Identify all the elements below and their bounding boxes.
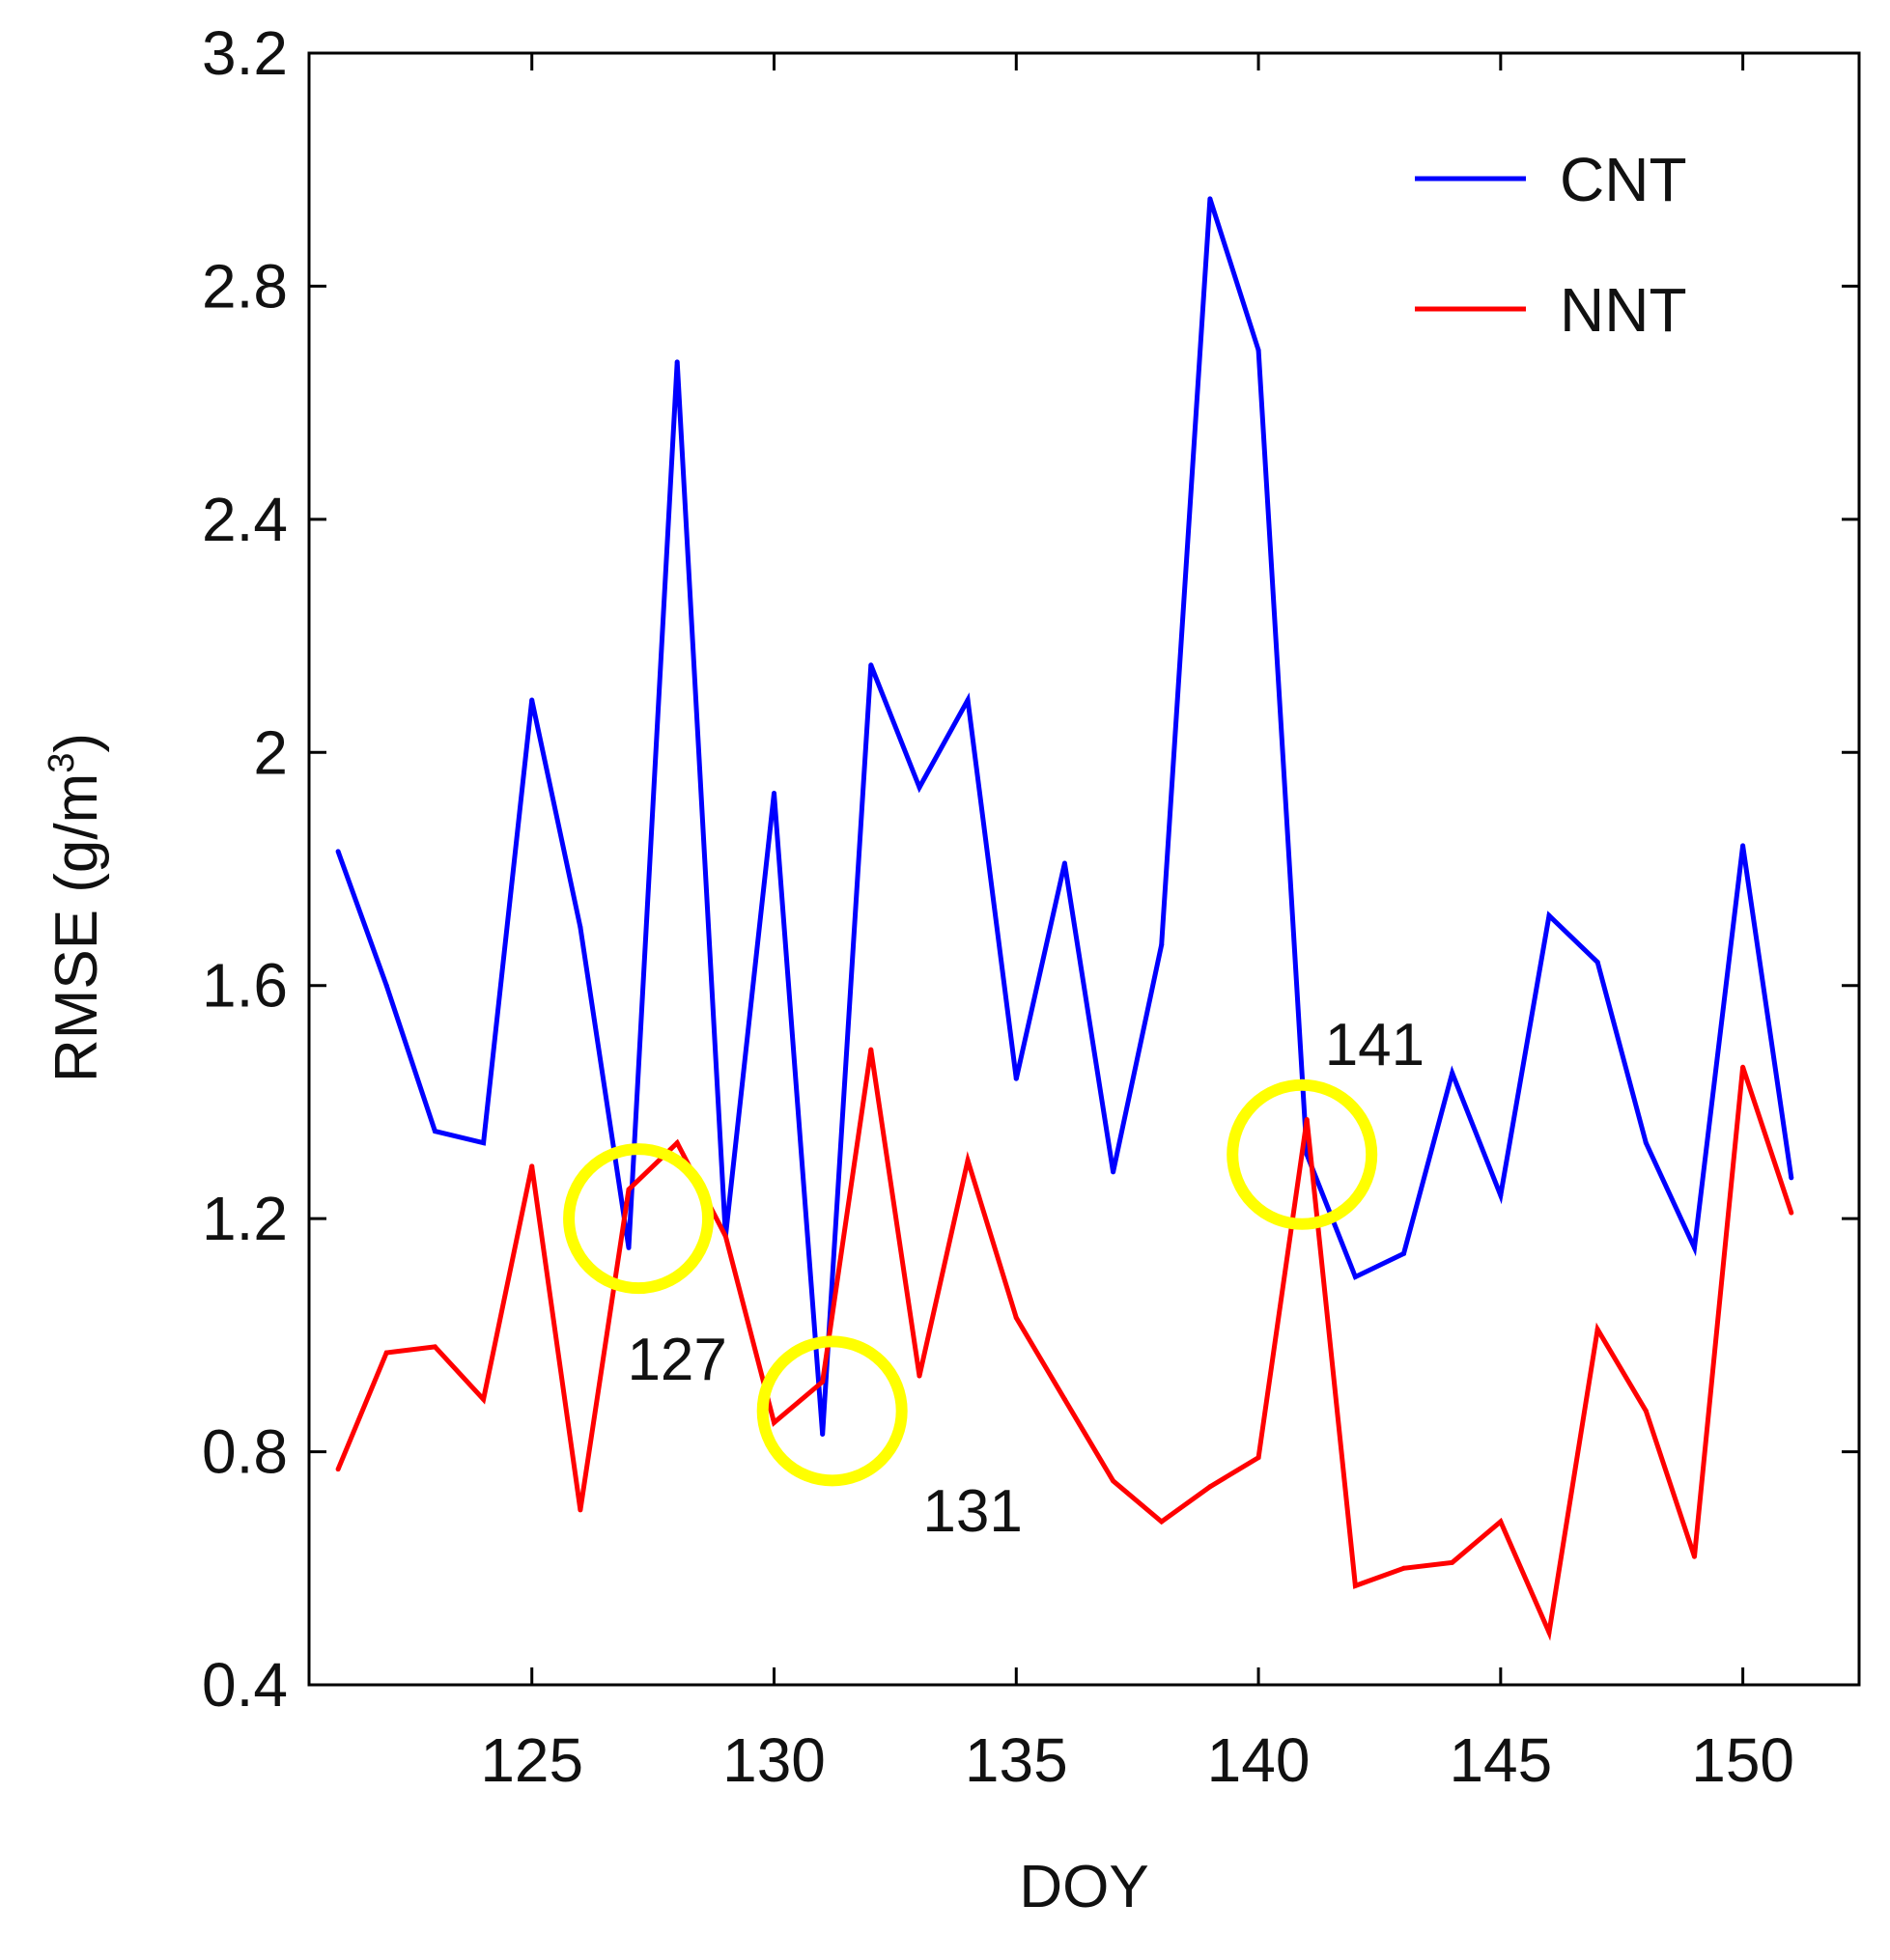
data-point-cnt	[868, 662, 874, 668]
legend-label-nnt: NNT	[1560, 275, 1687, 345]
data-point-cnt	[578, 924, 583, 930]
data-point-cnt	[1159, 941, 1165, 947]
data-point-nnt	[820, 1379, 826, 1385]
data-point-cnt	[1061, 860, 1067, 866]
data-point-cnt	[481, 1140, 487, 1146]
plot-frame	[307, 51, 1861, 1687]
y-tick-label: 1.2	[202, 1184, 288, 1253]
x-tick-label: 140	[1207, 1725, 1311, 1795]
data-point-nnt	[1207, 1484, 1213, 1490]
data-point-nnt	[1450, 1559, 1455, 1565]
data-series	[335, 196, 1794, 1641]
data-point-nnt	[722, 1233, 728, 1239]
axes: 0.4 0.8 1.2 1.6 2 2.4 2.8 3.2 125 130 135 140 145 150	[202, 18, 1861, 1795]
x-tick-label: 135	[965, 1725, 1068, 1795]
data-point-nnt	[1740, 1064, 1746, 1070]
highlight-circle-131	[756, 1335, 908, 1487]
data-point-nnt	[674, 1140, 680, 1146]
annotation-label-127: 127	[627, 1327, 726, 1393]
data-point-cnt	[917, 785, 922, 790]
data-point-nnt	[335, 1467, 341, 1472]
data-point-nnt	[1013, 1315, 1019, 1321]
data-point-nnt	[481, 1396, 487, 1402]
data-point-cnt	[335, 849, 341, 854]
data-point-cnt	[529, 697, 535, 703]
data-point-nnt	[1159, 1519, 1165, 1525]
y-axis-label: RMSE (g/m3)	[42, 733, 110, 1082]
data-point-cnt	[626, 1245, 632, 1250]
data-point-nnt	[1111, 1478, 1116, 1484]
data-point-nnt	[1304, 1117, 1310, 1123]
y-tick-label: 2	[253, 717, 288, 787]
data-point-nnt	[1498, 1519, 1504, 1525]
data-point-nnt	[1643, 1408, 1649, 1414]
data-point-cnt	[1401, 1250, 1407, 1256]
annotation-label-141: 141	[1325, 1012, 1425, 1078]
data-point-cnt	[1789, 1175, 1794, 1181]
y-tick-label: 3.2	[202, 18, 288, 88]
y-axis-label-superscript: 3	[42, 753, 82, 773]
data-point-cnt	[1255, 348, 1261, 353]
data-point-cnt	[1111, 1169, 1116, 1175]
legend-label-cnt: CNT	[1560, 145, 1687, 214]
x-tick-label: 145	[1449, 1725, 1552, 1795]
x-tick-label: 150	[1691, 1725, 1794, 1795]
data-point-cnt	[383, 983, 389, 989]
x-tick-label: 130	[722, 1725, 826, 1795]
data-point-cnt	[965, 697, 971, 703]
data-point-cnt	[1594, 960, 1600, 966]
legend: CNT NNT	[1415, 145, 1687, 345]
data-point-nnt	[1352, 1582, 1358, 1588]
data-point-cnt	[1352, 1274, 1358, 1279]
highlight-circle-141	[1227, 1078, 1378, 1230]
data-point-nnt	[772, 1419, 776, 1425]
y-tick-label: 2.8	[202, 251, 288, 321]
highlight-circle-127	[563, 1143, 715, 1295]
data-point-cnt	[1450, 1070, 1455, 1076]
annotation-label-131: 131	[922, 1478, 1022, 1545]
data-point-nnt	[578, 1507, 583, 1513]
data-point-nnt	[1691, 1554, 1697, 1559]
data-point-nnt	[965, 1158, 971, 1163]
data-point-nnt	[383, 1350, 389, 1356]
data-point-cnt	[1207, 196, 1213, 202]
y-tick-label: 2.4	[202, 485, 288, 554]
data-point-nnt	[1546, 1630, 1552, 1636]
y-tick-label: 0.8	[202, 1417, 288, 1487]
data-point-cnt	[1740, 843, 1746, 849]
data-point-nnt	[1061, 1396, 1067, 1402]
data-point-nnt	[1255, 1455, 1261, 1461]
data-point-nnt	[917, 1373, 922, 1379]
data-point-cnt	[1691, 1245, 1697, 1250]
data-point-nnt	[626, 1187, 632, 1192]
x-tick-label: 125	[480, 1725, 583, 1795]
data-point-nnt	[868, 1047, 874, 1052]
annotations: 127 131 141	[563, 1012, 1425, 1545]
data-point-cnt	[1643, 1140, 1649, 1146]
data-point-cnt	[432, 1129, 437, 1134]
data-point-nnt	[1401, 1565, 1407, 1571]
data-point-cnt	[1546, 912, 1552, 918]
y-tick-label: 1.6	[202, 951, 288, 1021]
data-point-cnt	[674, 359, 680, 365]
data-point-nnt	[432, 1344, 437, 1350]
x-axis-label: DOY	[1019, 1854, 1148, 1920]
data-point-cnt	[1498, 1192, 1504, 1198]
data-point-nnt	[529, 1163, 535, 1169]
data-point-cnt	[772, 791, 776, 797]
y-axis-label-main: RMSE (g/m	[43, 773, 110, 1082]
data-point-nnt	[1789, 1210, 1794, 1216]
data-point-cnt	[820, 1431, 826, 1437]
data-point-cnt	[1013, 1076, 1019, 1081]
y-axis-label-close: )	[43, 733, 110, 753]
data-point-nnt	[1594, 1327, 1600, 1332]
y-tick-label: 0.4	[202, 1650, 288, 1720]
